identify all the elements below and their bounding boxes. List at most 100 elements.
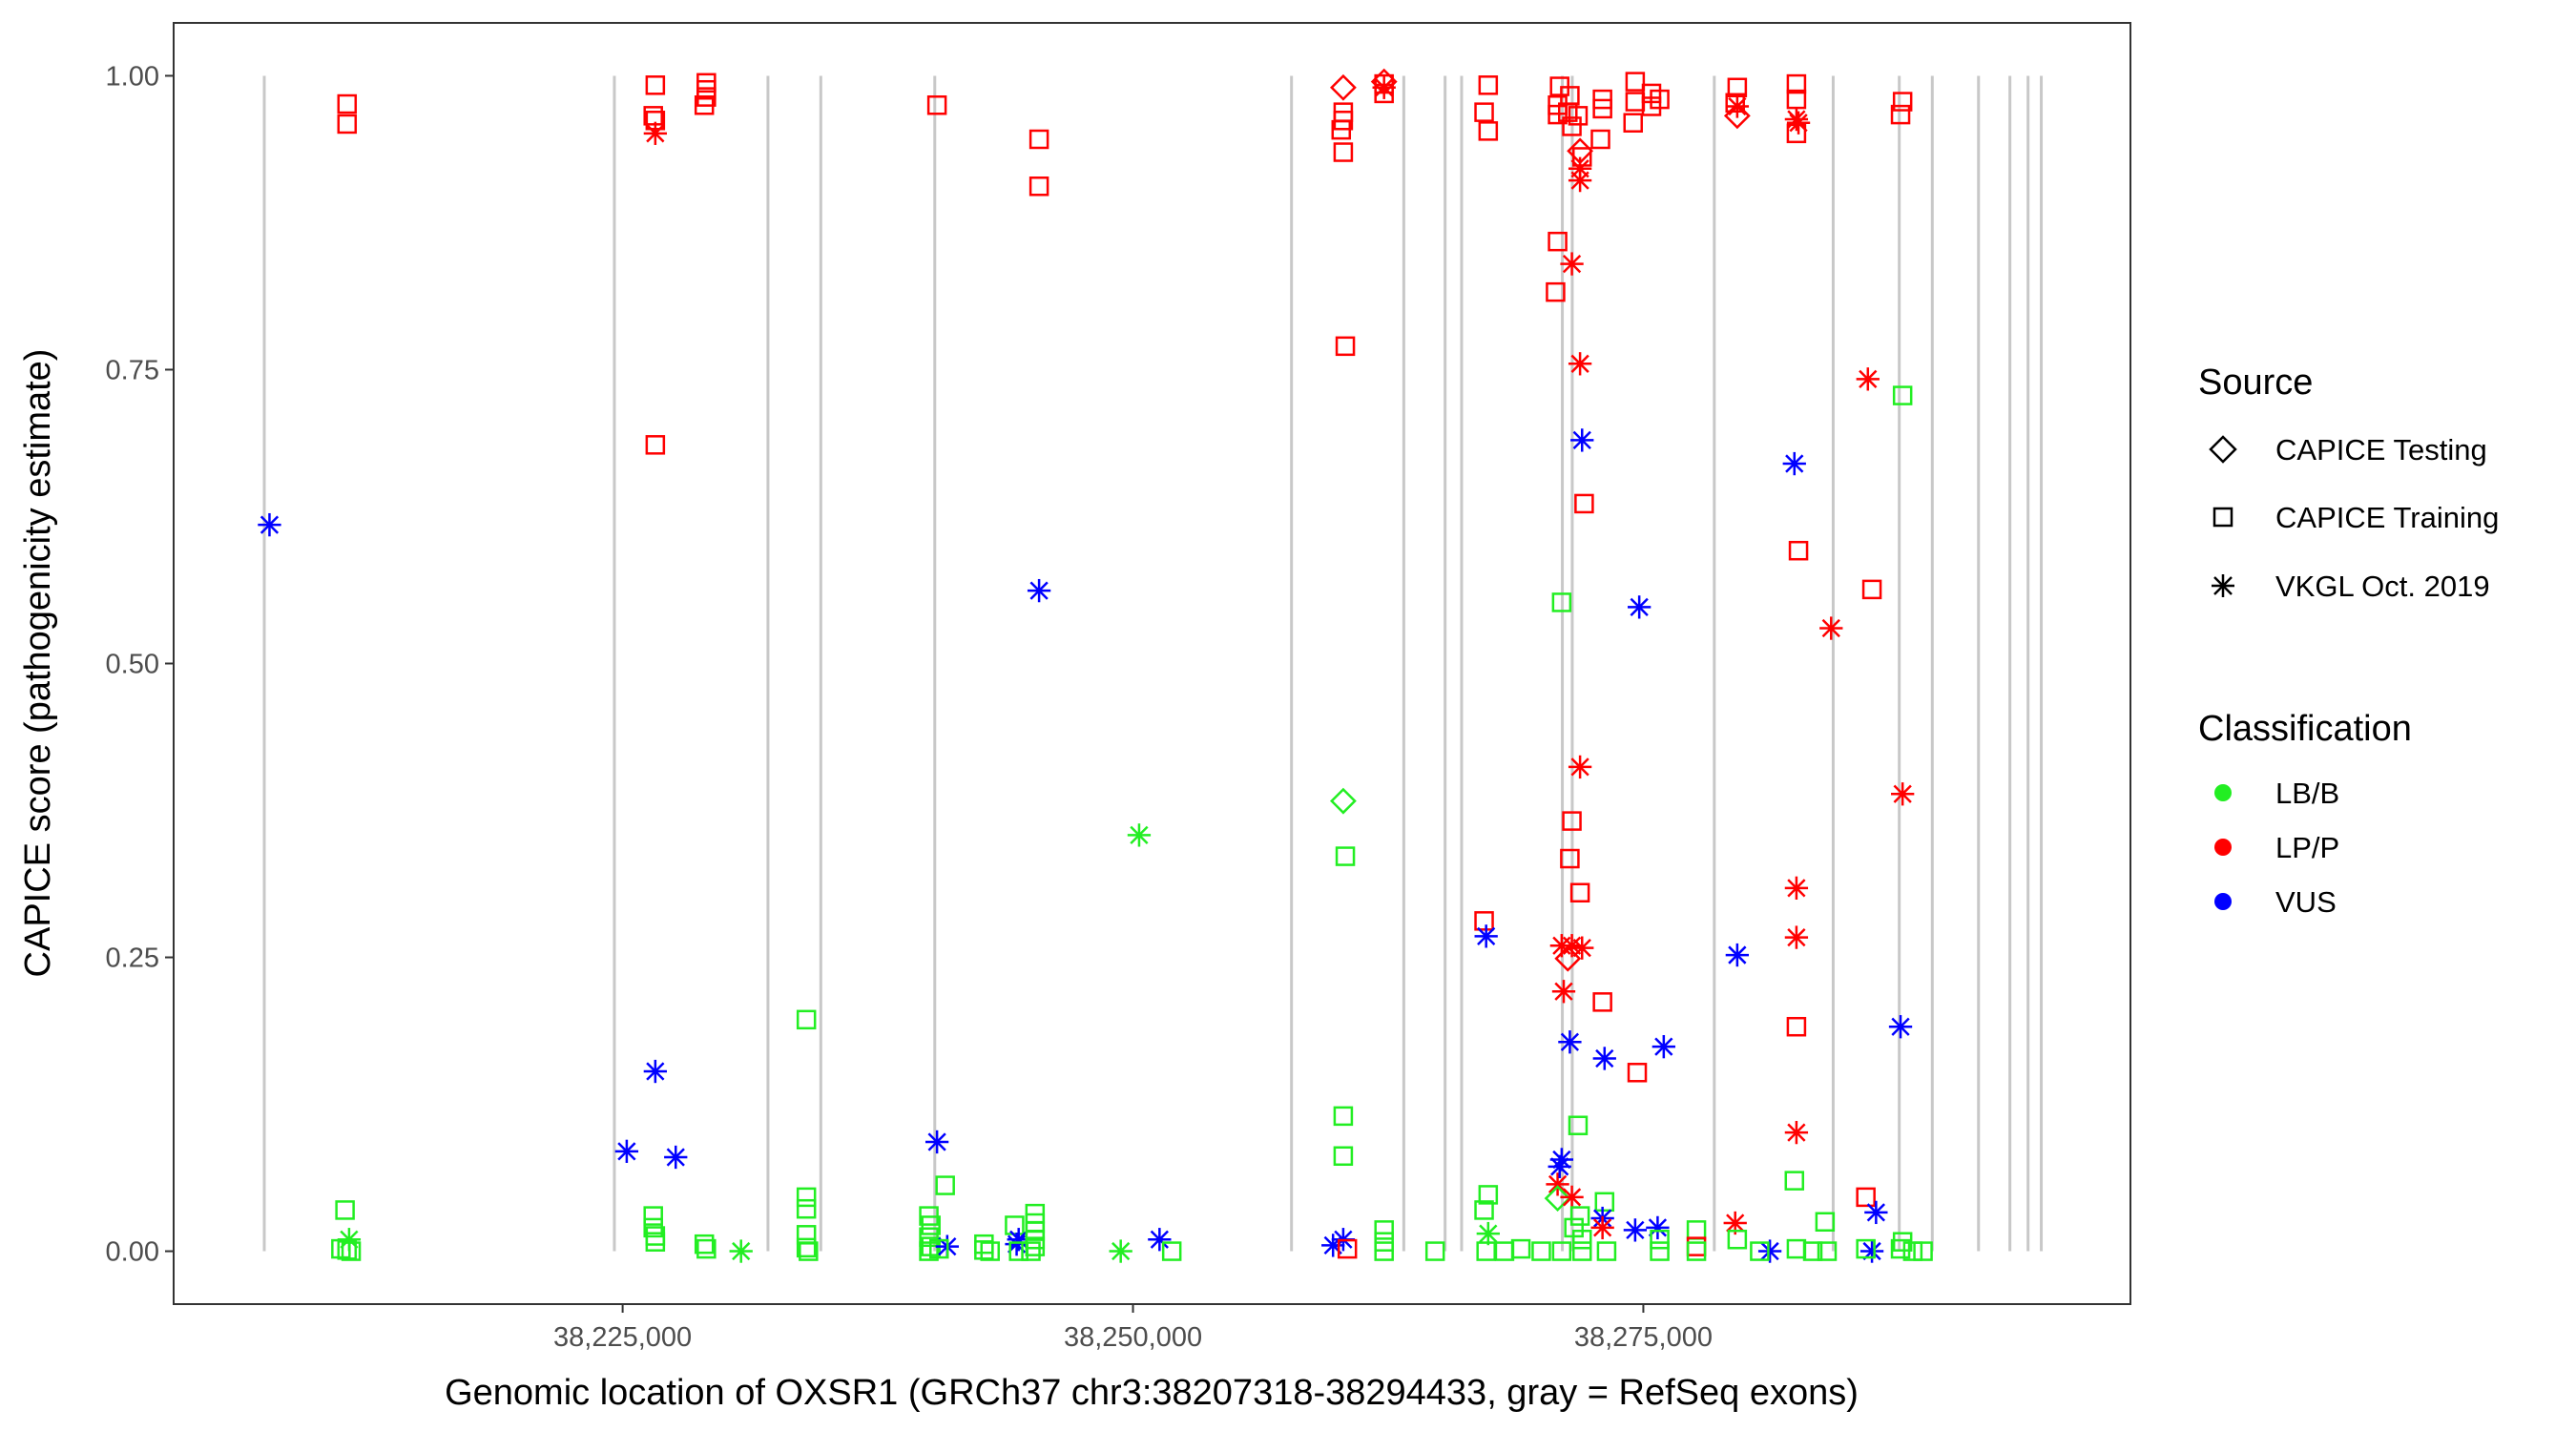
data-point-vkgl-lpp (1784, 1120, 1809, 1145)
data-point-vkgl-vus (1027, 578, 1051, 603)
data-point-training-lbb (1815, 1212, 1836, 1233)
legend-item-capice-testing: CAPICE Testing (2209, 433, 2487, 467)
data-point-training-lbb (796, 1009, 817, 1030)
data-point-training-lbb (1374, 1241, 1394, 1261)
data-point-training-lbb (796, 1198, 817, 1219)
legend-label-lbb: LB/B (2275, 777, 2339, 810)
data-point-training-lpp (1560, 848, 1580, 869)
data-point-training-lbb (796, 1237, 817, 1258)
data-point-training-lpp (1028, 129, 1049, 150)
data-point-vkgl-lpp (1725, 94, 1750, 118)
y-axis-title: CAPICE score (pathogenicity estimate) (18, 349, 58, 978)
data-point-training-lbb (1510, 1238, 1531, 1259)
data-point-vkgl-vus (664, 1145, 688, 1170)
data-point-vkgl-vus (1549, 1148, 1574, 1172)
data-point-training-lpp (694, 94, 715, 115)
data-point-training-lpp (1786, 73, 1807, 94)
data-point-training-lpp (1558, 102, 1578, 122)
data-point-vkgl-lpp (1560, 252, 1584, 276)
data-point-training-lbb (1856, 1238, 1876, 1259)
data-point-training-lbb (1374, 1220, 1394, 1240)
y-tick-label: 0.00 (106, 1237, 159, 1268)
data-point-training-lbb (1569, 1206, 1590, 1226)
legend-label-capice-training: CAPICE Training (2275, 501, 2499, 534)
data-point-vkgl-lbb (729, 1239, 753, 1263)
data-point-training-lbb (1890, 1238, 1911, 1259)
data-point-training-lpp (1568, 106, 1589, 126)
data-point-vkgl-vus (1474, 924, 1498, 948)
data-point-training-lpp (1625, 72, 1646, 92)
data-point-training-lpp (1562, 811, 1582, 831)
data-point-vkgl-lpp (1784, 876, 1809, 900)
data-point-training-lbb (1161, 1241, 1182, 1261)
x-axis-ticks: 38,225,000 38,250,000 38,275,000 (553, 1304, 1713, 1353)
data-point-training-lpp (1474, 911, 1494, 931)
legend-label-vus: VUS (2275, 885, 2337, 919)
data-point-training-lpp (1333, 142, 1354, 162)
data-point-vkgl-lpp (1568, 755, 1592, 779)
data-point-training-lbb (1474, 1200, 1494, 1220)
data-point-training-lpp (1374, 83, 1394, 104)
data-point-vkgl-vus (1148, 1228, 1172, 1252)
data-point-vkgl-lpp (1590, 1215, 1614, 1240)
data-point-vkgl-vus (1570, 428, 1594, 452)
red-dot-icon (2214, 839, 2232, 856)
data-point-vkgl-lpp (1891, 782, 1915, 806)
data-point-training-lpp (1478, 121, 1499, 141)
data-point-training-lpp (1627, 1063, 1648, 1083)
data-point-training-lbb (921, 1215, 941, 1235)
data-point-training-lbb (1568, 1115, 1589, 1135)
blue-dot-icon (2214, 893, 2232, 910)
data-point-training-lpp (1546, 281, 1566, 302)
y-axis-ticks: 0.00 0.25 0.50 0.75 1.00 (106, 61, 174, 1268)
data-point-vkgl-vus (1652, 1035, 1675, 1059)
data-point-training-lbb (1476, 1241, 1496, 1261)
data-point-vkgl-vus (1859, 1239, 1884, 1263)
data-point-vkgl-vus (924, 1130, 949, 1154)
data-point-training-lbb (1021, 1241, 1041, 1261)
y-tick-label: 0.25 (106, 944, 159, 974)
data-point-vkgl-vus (1646, 1215, 1670, 1240)
data-point-training-lpp (337, 114, 358, 135)
data-point-training-lbb (1650, 1241, 1670, 1261)
data-point-vkgl-lpp (1560, 1185, 1584, 1210)
data-point-vkgl-vus (258, 512, 281, 537)
data-point-training-lpp (1725, 93, 1745, 114)
data-point-vkgl-lpp (1551, 980, 1576, 1004)
data-point-vkgl-lpp (1784, 925, 1809, 949)
data-point-training-lpp (1650, 89, 1670, 110)
data-point-training-lbb (929, 1238, 949, 1259)
data-point-training-lpp (1337, 1238, 1358, 1259)
legend-title-source: Source (2198, 363, 2313, 403)
data-point-vkgl-vus (1623, 1218, 1648, 1242)
data-point-training-lbb (696, 1238, 717, 1259)
data-point-training-lpp (1574, 493, 1594, 514)
data-point-training-lbb (1750, 1241, 1770, 1261)
data-point-vkgl-lbb (1476, 1221, 1500, 1246)
data-point-training-lbb (919, 1241, 939, 1261)
data-point-training-lbb (1333, 1146, 1354, 1167)
data-point-training-lpp (1569, 882, 1590, 903)
legend-item-vus: VUS (2214, 885, 2337, 919)
data-point-vkgl-vus (1592, 1047, 1616, 1070)
data-point-vkgl-vus (643, 1059, 667, 1084)
data-point-vkgl-lbb (1127, 823, 1152, 847)
data-point-training-lpp (1861, 579, 1882, 600)
data-point-vkgl-vus (1628, 595, 1652, 619)
data-point-training-lpp (337, 93, 358, 114)
square-icon (2212, 507, 2233, 528)
data-point-training-lbb (1596, 1241, 1617, 1261)
data-point-training-lpp (1788, 540, 1809, 561)
data-point-training-lbb (1650, 1229, 1670, 1250)
data-point-vkgl-vus (1782, 451, 1806, 476)
data-point-training-lbb (1333, 1106, 1354, 1127)
data-point-vkgl-lpp (1568, 352, 1592, 376)
data-point-training-lpp (1892, 92, 1913, 112)
legend-item-capice-training: CAPICE Training (2212, 501, 2499, 534)
data-point-testing-lpp (1723, 102, 1751, 130)
data-point-training-lbb (1025, 1236, 1046, 1256)
data-point-training-lpp (1786, 1016, 1807, 1037)
data-point-vkgl-vus (614, 1139, 639, 1163)
